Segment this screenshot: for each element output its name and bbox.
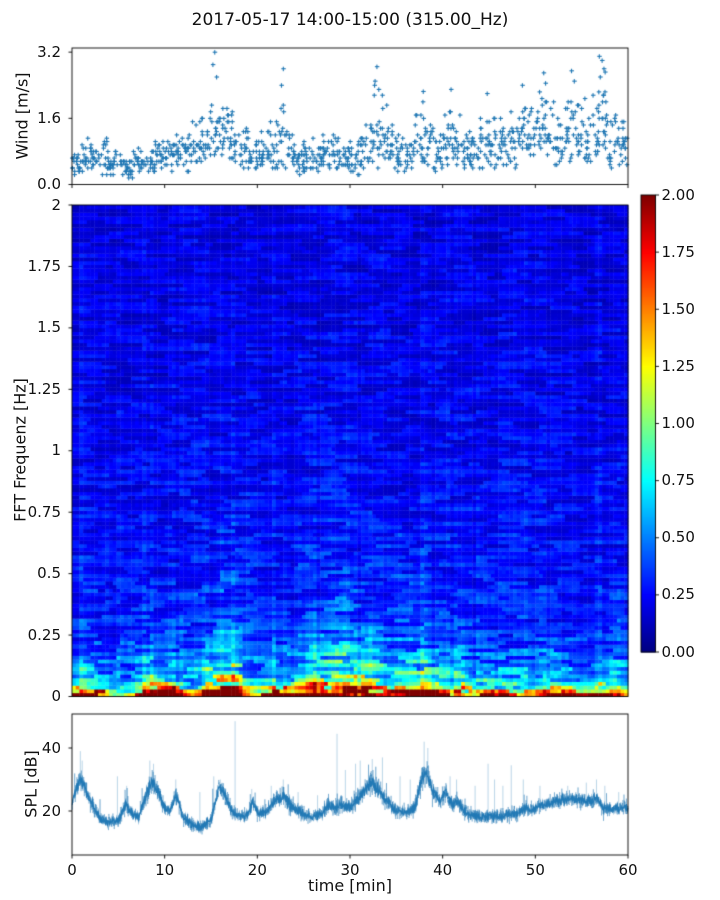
colorbar-tick-label: 1.25 [661, 356, 695, 375]
colorbar-tick-label: 0.75 [661, 471, 695, 490]
colorbar-tick-label: 2.00 [661, 185, 695, 204]
colorbar-tick-label: 1.50 [661, 299, 695, 318]
x-tick-label: 0 [67, 861, 77, 879]
spectrogram-ytick-label: 1 [51, 441, 61, 460]
colorbar-tick-label: 0.00 [661, 642, 695, 661]
colorbar [641, 195, 656, 652]
x-tick-label: 60 [618, 861, 638, 879]
spectrogram-ytick-label: 2 [51, 195, 61, 214]
spectrogram-ytick-label: 1.25 [27, 379, 61, 398]
x-tick-label: 50 [525, 861, 545, 879]
spl-panel [72, 714, 628, 855]
spectrogram-ytick-label: 0 [51, 687, 61, 705]
x-tick-label: 40 [433, 861, 453, 879]
spectrogram-ytick-label: 1.5 [37, 318, 61, 337]
wind-ytick-label: 0.0 [37, 175, 61, 193]
spectrogram-ytick-label: 0.75 [27, 502, 61, 521]
spectrogram-ytick-label: 1.75 [27, 256, 61, 275]
colorbar-tick-label: 0.25 [661, 585, 695, 604]
wind-ytick-label: 3.2 [37, 42, 61, 61]
x-tick-label: 20 [247, 861, 267, 879]
colorbar-tick-label: 0.50 [661, 528, 695, 547]
chart-title: 2017-05-17 14:00-15:00 (315.00_Hz) [191, 10, 509, 30]
spectrogram-ytick-label: 0.25 [27, 625, 61, 644]
spl-ytick-label: 20 [41, 801, 61, 820]
spectrogram-panel [72, 205, 628, 697]
wind-ytick-label: 1.6 [37, 108, 61, 127]
colorbar-tick-label: 1.75 [661, 242, 695, 261]
spl-ytick-label: 40 [41, 738, 61, 757]
wind-panel [72, 48, 628, 185]
x-axis-label: time [min] [308, 876, 392, 895]
spectrogram-ytick-label: 0.5 [37, 564, 61, 583]
x-tick-label: 30 [340, 861, 360, 879]
colorbar-tick-label: 1.00 [661, 414, 695, 432]
x-tick-label: 10 [155, 861, 175, 879]
